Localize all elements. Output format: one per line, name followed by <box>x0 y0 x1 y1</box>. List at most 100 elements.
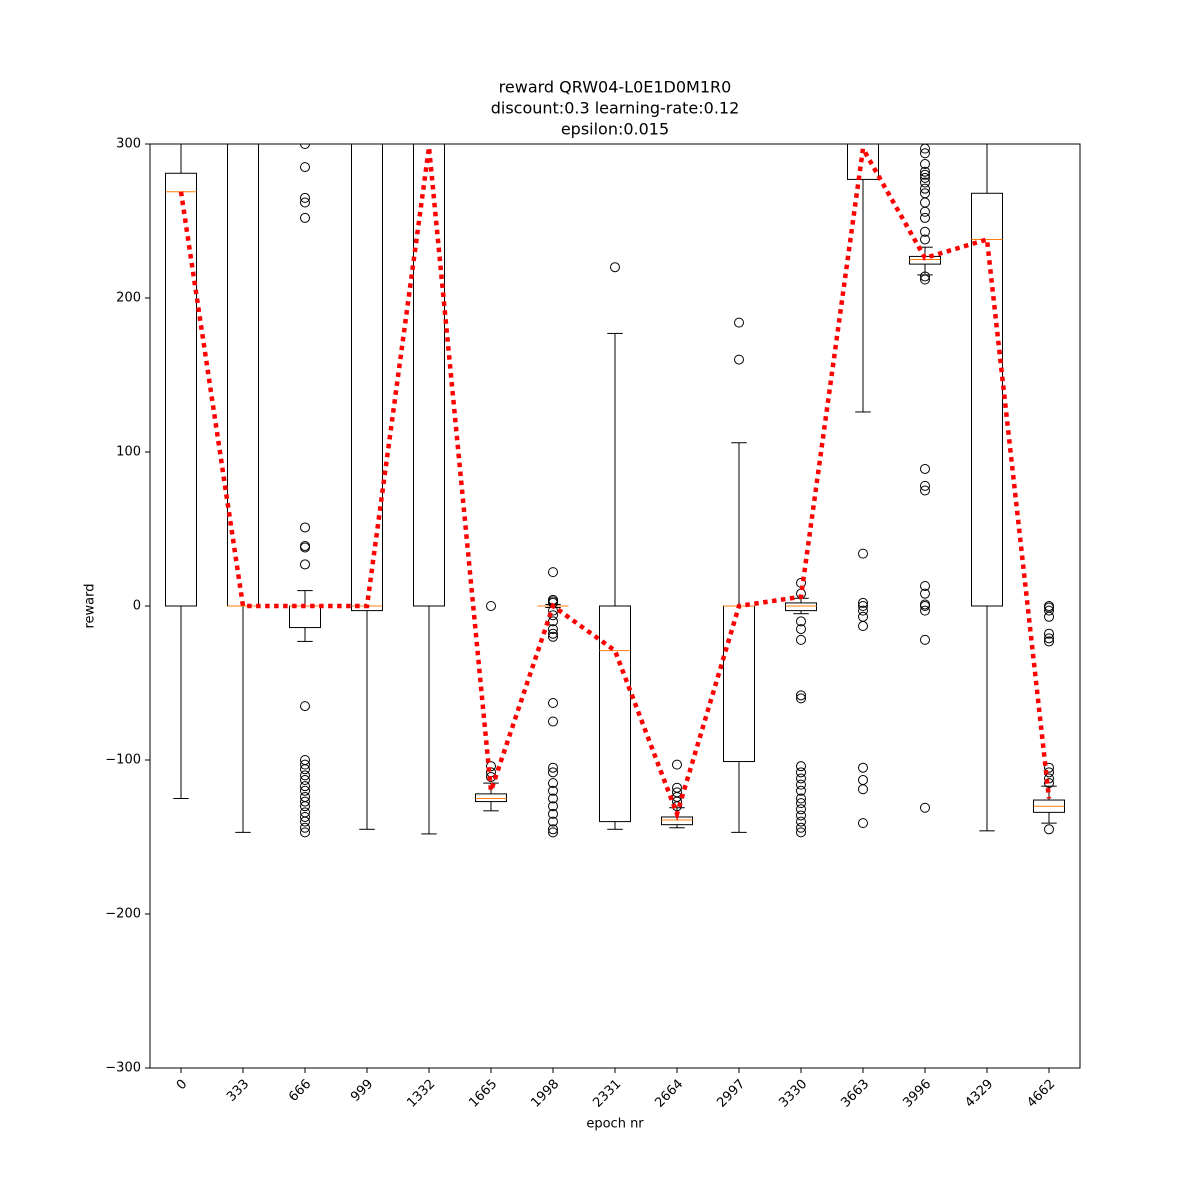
x-tick-label: 1665 <box>466 1077 500 1111</box>
flier <box>796 804 806 815</box>
flier <box>796 779 806 790</box>
flier <box>796 690 806 701</box>
flier <box>920 480 930 491</box>
flier <box>796 816 806 827</box>
flier <box>734 354 744 365</box>
chart-title: epsilon:0.015 <box>561 120 669 139</box>
x-tick-label: 0 <box>174 1077 190 1093</box>
y-axis-label: reward <box>83 583 98 628</box>
flier <box>920 485 930 496</box>
flier <box>548 801 558 812</box>
x-tick-label: 3663 <box>838 1077 872 1111</box>
flier <box>796 793 806 804</box>
flier <box>796 616 806 627</box>
box <box>599 605 631 823</box>
flier <box>796 810 806 821</box>
flier <box>858 762 868 773</box>
box <box>289 605 321 629</box>
flier <box>300 701 310 712</box>
flier <box>548 762 558 773</box>
box <box>413 144 445 607</box>
flier <box>548 624 558 635</box>
x-tick-label: 666 <box>286 1077 314 1105</box>
flier <box>920 206 930 217</box>
flier <box>548 698 558 709</box>
flier <box>920 183 930 194</box>
flier <box>548 824 558 835</box>
flier <box>920 226 930 237</box>
y-tick-label: 200 <box>116 291 141 306</box>
flier <box>300 781 310 792</box>
flier <box>300 144 310 149</box>
x-axis-label: epoch nr <box>586 1117 644 1132</box>
y-tick-label: −100 <box>105 753 141 768</box>
box <box>227 144 259 607</box>
flier <box>300 197 310 208</box>
flier <box>1044 633 1054 644</box>
flier <box>548 827 558 838</box>
y-tick-label: −200 <box>105 907 141 922</box>
y-tick-label: −300 <box>105 1061 141 1076</box>
box <box>785 602 817 612</box>
flier <box>796 624 806 635</box>
flier <box>300 559 310 570</box>
x-tick-label: 4329 <box>962 1077 996 1111</box>
flier <box>1044 778 1054 789</box>
flier <box>920 274 930 285</box>
flier <box>548 808 558 819</box>
flier <box>1044 636 1054 647</box>
flier <box>1044 628 1054 639</box>
flier <box>920 212 930 223</box>
flier <box>858 548 868 559</box>
flier <box>486 601 496 611</box>
flier <box>920 197 930 208</box>
flier <box>548 628 558 639</box>
flier <box>300 827 310 838</box>
box <box>847 144 879 180</box>
y-tick-label: 300 <box>116 137 141 152</box>
flier <box>734 317 744 328</box>
flier <box>610 262 620 273</box>
flier <box>796 761 806 772</box>
flier <box>796 693 806 704</box>
flier <box>796 822 806 833</box>
flier <box>548 778 558 789</box>
flier <box>1044 605 1054 616</box>
box <box>351 144 383 612</box>
flier <box>920 580 930 591</box>
flier <box>920 234 930 245</box>
flier <box>548 631 558 642</box>
flier <box>858 784 868 795</box>
flier <box>672 759 682 770</box>
flier <box>548 616 558 627</box>
flier <box>858 605 868 616</box>
flier <box>796 827 806 838</box>
flier <box>1044 611 1054 622</box>
chart-title: discount:0.3 learning-rate:0.12 <box>491 99 740 118</box>
flier <box>300 212 310 223</box>
flier <box>548 816 558 827</box>
x-tick-label: 1998 <box>528 1077 562 1111</box>
flier <box>858 601 868 611</box>
flier <box>858 611 868 622</box>
box <box>475 793 507 803</box>
flier <box>300 785 310 796</box>
chart-title: reward QRW04-L0E1D0M1R0 <box>499 78 732 97</box>
x-tick-label: 1332 <box>404 1077 438 1111</box>
y-tick-label: 100 <box>116 445 141 460</box>
x-tick-label: 2331 <box>590 1077 624 1111</box>
x-tick-label: 3996 <box>900 1077 934 1111</box>
x-tick-label: 333 <box>224 1077 252 1105</box>
flier <box>858 818 868 829</box>
flier <box>796 798 806 809</box>
flier <box>1044 762 1054 773</box>
flier <box>300 816 310 827</box>
flier <box>796 767 806 778</box>
flier <box>300 162 310 173</box>
flier <box>300 775 310 786</box>
flier <box>548 785 558 796</box>
flier <box>920 177 930 188</box>
flier <box>300 796 310 807</box>
flier <box>920 148 930 159</box>
x-tick-label: 2664 <box>652 1077 686 1111</box>
